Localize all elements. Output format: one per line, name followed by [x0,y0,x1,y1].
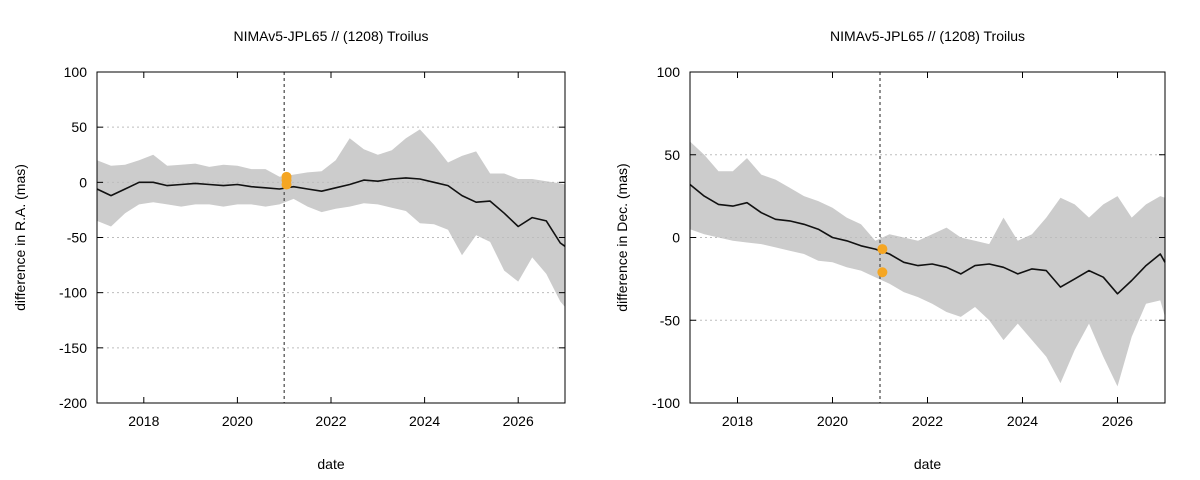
y-tick-label: 0 [79,174,87,190]
y-tick-label: 50 [664,147,680,163]
x-tick-label: 2024 [1007,413,1038,429]
x-tick-label: 2024 [409,413,440,429]
x-tick-label: 2018 [722,413,753,429]
x-tick-label: 2020 [817,413,848,429]
y-tick-label: -100 [59,285,87,301]
y-tick-label: 100 [657,64,681,80]
x-tick-label: 2018 [128,413,159,429]
x-axis-label: date [317,456,344,472]
x-axis-label: date [914,456,941,472]
y-tick-label: 50 [71,119,87,135]
y-tick-label: -50 [67,230,87,246]
y-tick-label: 0 [672,230,680,246]
x-tick-label: 2020 [222,413,253,429]
y-tick-label: -150 [59,340,87,356]
x-tick-label: 2026 [503,413,534,429]
x-tick-label: 2022 [912,413,943,429]
y-tick-label: -50 [660,312,680,328]
chart-title: NIMAv5-JPL65 // (1208) Troilus [233,28,428,44]
observation-point [281,179,292,190]
y-axis-label: difference in R.A. (mas) [12,164,28,311]
observation-point [877,244,888,255]
x-tick-label: 2026 [1102,413,1133,429]
chart-dec: NIMAv5-JPL65 // (1208) Troilus -100 -50 0 50… [614,28,1166,472]
chart-title: NIMAv5-JPL65 // (1208) Troilus [830,28,1025,44]
chart-ra: NIMAv5-JPL65 // (1208) Troilus -200 -150 -1… [12,28,566,472]
y-axis-label: difference in Dec. (mas) [614,163,630,311]
x-tick-label: 2022 [315,413,346,429]
y-tick-label: -100 [652,395,680,411]
series-line [689,183,1166,295]
series-line [96,177,566,247]
observation-point [877,267,888,278]
y-tick-label: 100 [64,64,88,80]
uncertainty-band [97,129,565,307]
y-tick-label: -200 [59,395,87,411]
